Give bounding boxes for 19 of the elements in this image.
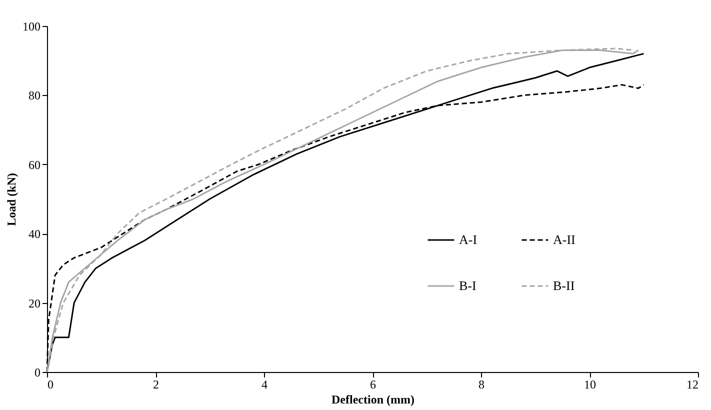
y-tick-label: 60	[28, 158, 40, 172]
y-tick-label: 0	[34, 366, 40, 380]
x-tick-label: 4	[262, 378, 268, 392]
y-tick-label: 80	[28, 88, 40, 103]
y-tick-label: 40	[28, 227, 40, 242]
legend-label: B-I	[459, 278, 476, 293]
x-tick-label: 12	[686, 378, 698, 392]
legend-label: A-II	[553, 232, 576, 247]
x-tick-label: 0	[48, 378, 54, 392]
x-axis-title: Deflection (mm)	[332, 392, 414, 406]
x-tick-label: 2	[153, 378, 159, 392]
y-tick-label: 100	[22, 20, 40, 34]
legend-label: B-II	[553, 278, 575, 293]
x-tick-label: 10	[584, 378, 596, 392]
x-tick-label: 8	[478, 378, 484, 392]
y-tick-label: 20	[28, 296, 40, 310]
legend-label: A-I	[459, 232, 478, 247]
y-axis-title: Load (kN)	[4, 172, 18, 226]
x-tick-label: 6	[370, 378, 376, 392]
